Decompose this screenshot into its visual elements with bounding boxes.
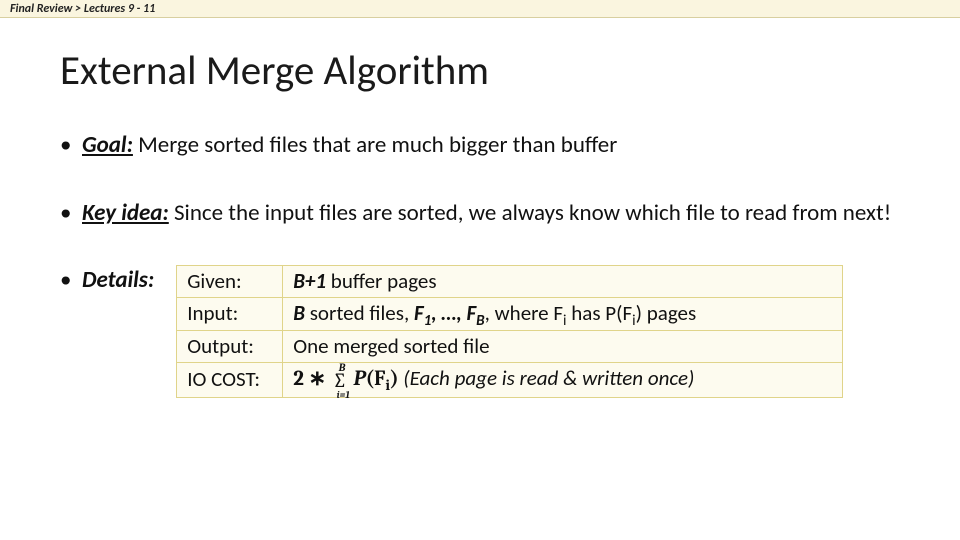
math-expression: 2 ∗ B∑i=1 P(Fi): [293, 367, 403, 391]
text: 2 ∗: [293, 367, 330, 391]
text: buffer pages: [326, 268, 437, 294]
text: P: [353, 367, 365, 391]
table-row: Output: One merged sorted file: [177, 330, 843, 362]
table-row: Given: B+1 buffer pages: [177, 266, 843, 298]
table-row: IO COST: 2 ∗ B∑i=1 P(Fi) (Each page is r…: [177, 362, 843, 397]
math-note: (Each page is read & written once): [403, 365, 694, 391]
bold-text: B: [293, 300, 305, 326]
text: F: [414, 300, 424, 326]
text: has P(F: [567, 300, 633, 326]
table-key: IO COST:: [177, 362, 283, 397]
table-key: Output:: [177, 330, 283, 362]
text: , …, F: [431, 300, 476, 326]
bullet-goal: Goal: Merge sorted files that are much b…: [60, 132, 912, 160]
table-val: B sorted files, F1, …, FB, where Fi has …: [283, 298, 843, 330]
subscript: B: [476, 313, 484, 331]
slide-content: External Merge Algorithm Goal: Merge sor…: [0, 18, 960, 398]
slide-title: External Merge Algorithm: [60, 46, 912, 96]
table-key: Given:: [177, 266, 283, 298]
bullet-details: Details: Given: B+1 buffer pages Input: …: [60, 267, 912, 398]
key-label: Key idea:: [82, 199, 169, 227]
details-label: Details:: [82, 267, 154, 295]
text: (F: [366, 367, 386, 391]
text: , where F: [485, 300, 563, 326]
text: ): [390, 367, 399, 391]
text: sorted files,: [305, 300, 414, 326]
sigma-icon: B∑i=1: [333, 369, 347, 394]
key-text: Since the input files are sorted, we alw…: [169, 199, 891, 227]
table-val: 2 ∗ B∑i=1 P(Fi) (Each page is read & wri…: [283, 362, 843, 397]
bold-text: B+1: [293, 268, 326, 294]
text: ) pages: [636, 300, 697, 326]
bullet-list: Goal: Merge sorted files that are much b…: [60, 132, 912, 398]
table-val: One merged sorted file: [283, 330, 843, 362]
table-key: Input:: [177, 298, 283, 330]
details-table: Given: B+1 buffer pages Input: B sorted …: [176, 265, 843, 398]
sigma-lower: i=1: [337, 389, 350, 401]
goal-label: Goal:: [82, 131, 133, 159]
table-row: Input: B sorted files, F1, …, FB, where …: [177, 298, 843, 330]
breadcrumb: Final Review > Lectures 9 - 11: [0, 0, 960, 18]
sigma-upper: B: [339, 361, 346, 374]
goal-text: Merge sorted files that are much bigger …: [133, 131, 617, 159]
bullet-key-idea: Key idea: Since the input files are sort…: [60, 200, 912, 228]
table-val: B+1 buffer pages: [283, 266, 843, 298]
